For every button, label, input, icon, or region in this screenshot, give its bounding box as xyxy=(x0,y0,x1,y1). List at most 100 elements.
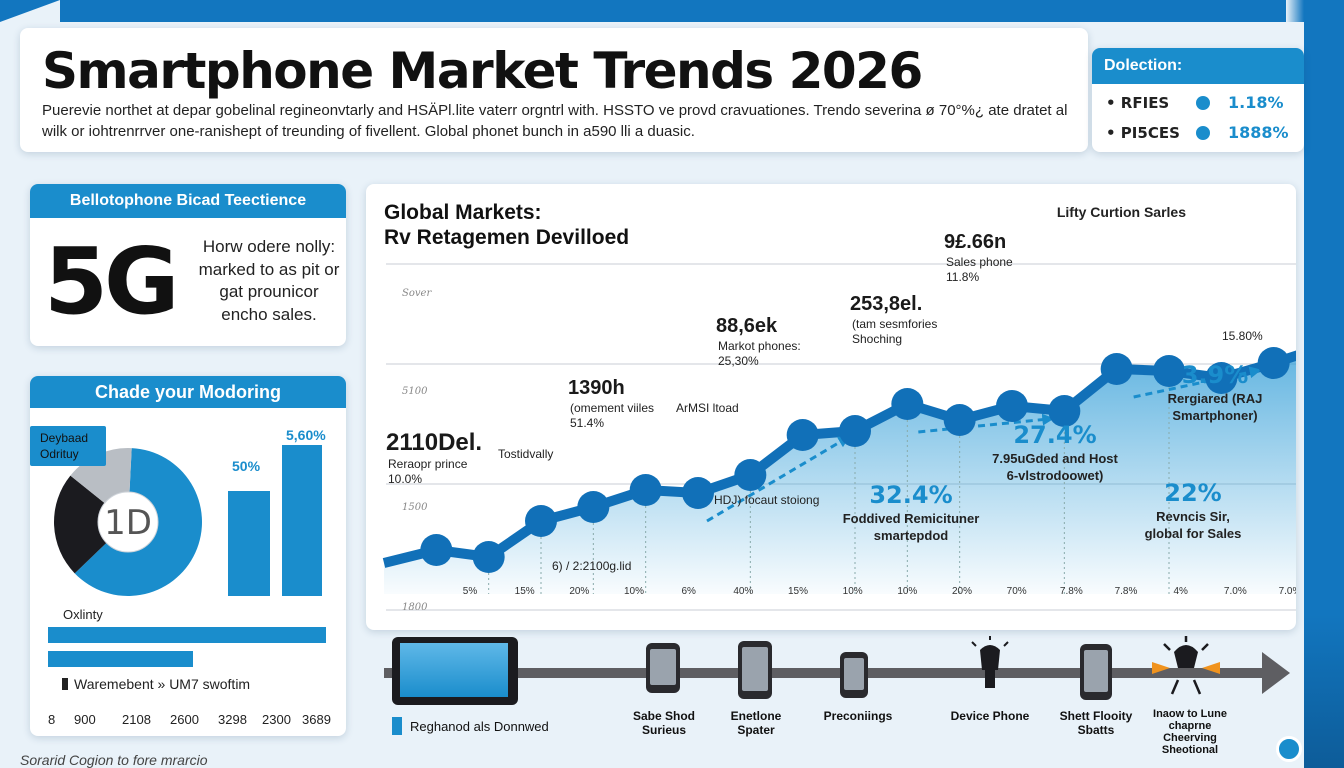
annotation-label: 15.80% xyxy=(1222,329,1263,343)
brand-logo-icon xyxy=(1276,736,1302,762)
x-tick-label: 6% xyxy=(681,586,696,597)
x-tick-label: 10% xyxy=(624,586,644,597)
timeline-label: Enetlone Spater xyxy=(730,709,782,737)
x-tick-label: 3298 xyxy=(218,712,247,727)
smartphone-icon xyxy=(1080,644,1112,700)
data-point xyxy=(839,415,871,447)
vertical-bar xyxy=(282,444,322,596)
x-tick-label: 10% xyxy=(897,586,917,597)
legend-row-label: • RFIES xyxy=(1106,94,1170,112)
data-point xyxy=(629,474,662,506)
quality-label: Oxlinty xyxy=(63,607,103,622)
card-5g-description: Horw odere nolly: marked to as pit or ga… xyxy=(198,237,340,324)
page-subtitle: Puerevie northet at depar gobelinal regi… xyxy=(42,102,1068,140)
annotation-value: 253,8el. xyxy=(850,293,922,315)
data-point xyxy=(786,419,819,451)
legend-dot xyxy=(1196,126,1210,140)
data-point xyxy=(943,404,976,436)
x-tick-label: 2300 xyxy=(262,712,291,727)
annotation-label: Reraopr prince xyxy=(388,457,468,471)
horizontal-bar-label: Waremebent » UM7 swoftim xyxy=(62,676,250,692)
annotation-label: 6) / 2:2100g.lid xyxy=(552,559,631,573)
x-tick-label: 2108 xyxy=(122,712,151,727)
annotation-label: Sales phone xyxy=(946,255,1013,269)
stat-value: 22% xyxy=(1164,479,1222,507)
stat-value: 27.4% xyxy=(1013,421,1097,449)
stat-value: 3.9% xyxy=(1181,361,1249,389)
stat-label: Revncis Sir, global for Sales xyxy=(1144,509,1242,541)
stat-callout: 32.4% Foddived Remicituner smartepdod xyxy=(836,480,986,544)
x-tick-label: 7.8% xyxy=(1115,586,1138,597)
x-tick-label: 7.0% xyxy=(1279,586,1296,597)
annotation-value: 88,6ek xyxy=(716,315,778,337)
smartphone-icon xyxy=(738,641,772,699)
right-band xyxy=(1286,0,1344,768)
data-point xyxy=(1048,395,1081,427)
data-point xyxy=(472,541,505,573)
x-tick-label: 15% xyxy=(515,586,535,597)
lightbulb-icon xyxy=(1152,636,1220,695)
data-point xyxy=(996,390,1028,422)
annotation-value: 2110Del. xyxy=(386,429,482,456)
trend-arrow xyxy=(706,435,851,523)
x-tick-label: 40% xyxy=(733,586,753,597)
annotation-label: Tostidvally xyxy=(498,447,553,461)
x-tick-label: 3689 xyxy=(302,712,331,727)
y-tick-label: Sover xyxy=(402,288,432,299)
legend-heading: Dolection: xyxy=(1092,48,1304,84)
legend-dot xyxy=(1196,96,1210,110)
donut-slice xyxy=(74,448,202,596)
stat-label: Foddived Remicituner smartepdod xyxy=(842,511,980,543)
timeline-label: Sabe Shod Surieus xyxy=(632,709,695,737)
x-tick-label: 900 xyxy=(74,712,96,727)
data-point xyxy=(1205,362,1238,394)
x-tick-label: 2600 xyxy=(170,712,199,727)
card-5g: Bellotophone Bicad Teectience 5G Horw od… xyxy=(30,184,346,346)
x-tick-label: 20% xyxy=(952,586,972,597)
annotation-label: ArMSI ltoad xyxy=(676,401,739,415)
data-point xyxy=(682,477,714,509)
stat-label: 7.95uGded and Host 6-vlstrodoowet) xyxy=(992,451,1118,483)
y-tick-label: 5100 xyxy=(402,386,428,397)
horizontal-bar xyxy=(48,627,326,643)
tablet-icon xyxy=(392,637,518,705)
annotation-label: 25,30% xyxy=(718,354,759,368)
y-tick-label: 1500 xyxy=(402,502,428,513)
donut-slice xyxy=(53,475,107,574)
stat-callout: 3.9% Rergiared (RAJ Smartphoner) xyxy=(1150,360,1280,424)
legend-row-label: • PI5CES xyxy=(1106,124,1180,142)
corner-decoration xyxy=(0,0,60,22)
timeline-label: Shett Flooity Sbatts xyxy=(1059,709,1133,737)
x-tick-label: 15% xyxy=(788,586,808,597)
chart-subtitle-line: Rv Retagemen Devilloed xyxy=(384,226,630,249)
x-tick-label: 10% xyxy=(843,586,863,597)
data-point xyxy=(420,534,453,566)
page-title: Smartphone Market Trends 2026 xyxy=(42,42,923,100)
stat-callout: 27.4% 7.95uGded and Host 6-vlstrodoowet) xyxy=(990,420,1120,484)
annotation-value: 9£.66n xyxy=(944,231,1006,253)
x-tick-label: 4% xyxy=(1173,586,1188,597)
chart-title-line: Global Markets: xyxy=(384,201,542,224)
x-tick-label: 7.0% xyxy=(1224,586,1247,597)
chart-title: Global Markets: Rv Retagemen Devilloed xyxy=(384,200,629,250)
footnote: Sorarid Cogion to fore mrarcio xyxy=(20,752,208,768)
x-tick-label: 20% xyxy=(569,586,589,597)
annotation-value: 1390h xyxy=(568,377,625,399)
data-point xyxy=(577,491,610,523)
horizontal-bar xyxy=(48,651,193,667)
data-point xyxy=(891,388,924,420)
data-point xyxy=(525,505,557,537)
timeline-label: Inaow to Lune chaprne Cheerving Sheotion… xyxy=(1153,708,1227,756)
legend-row-value: 1.18% xyxy=(1228,93,1284,112)
annotation-label: 11.8% xyxy=(946,270,979,284)
card-mod-heading: Chade your Modoring xyxy=(30,376,346,408)
annotation-label: Shoching xyxy=(852,332,902,346)
annotation-label: 10.0% xyxy=(388,472,422,486)
x-tick-label: 70% xyxy=(1007,586,1027,597)
stat-label: Rergiared (RAJ Smartphoner) xyxy=(1167,391,1263,423)
annotation-label: Markot phones: xyxy=(718,339,801,353)
trend-arrow xyxy=(1133,366,1262,399)
top-band xyxy=(60,0,1344,22)
card-5g-heading: Bellotophone Bicad Teectience xyxy=(30,184,346,218)
x-tick-label: 7.8% xyxy=(1060,586,1083,597)
